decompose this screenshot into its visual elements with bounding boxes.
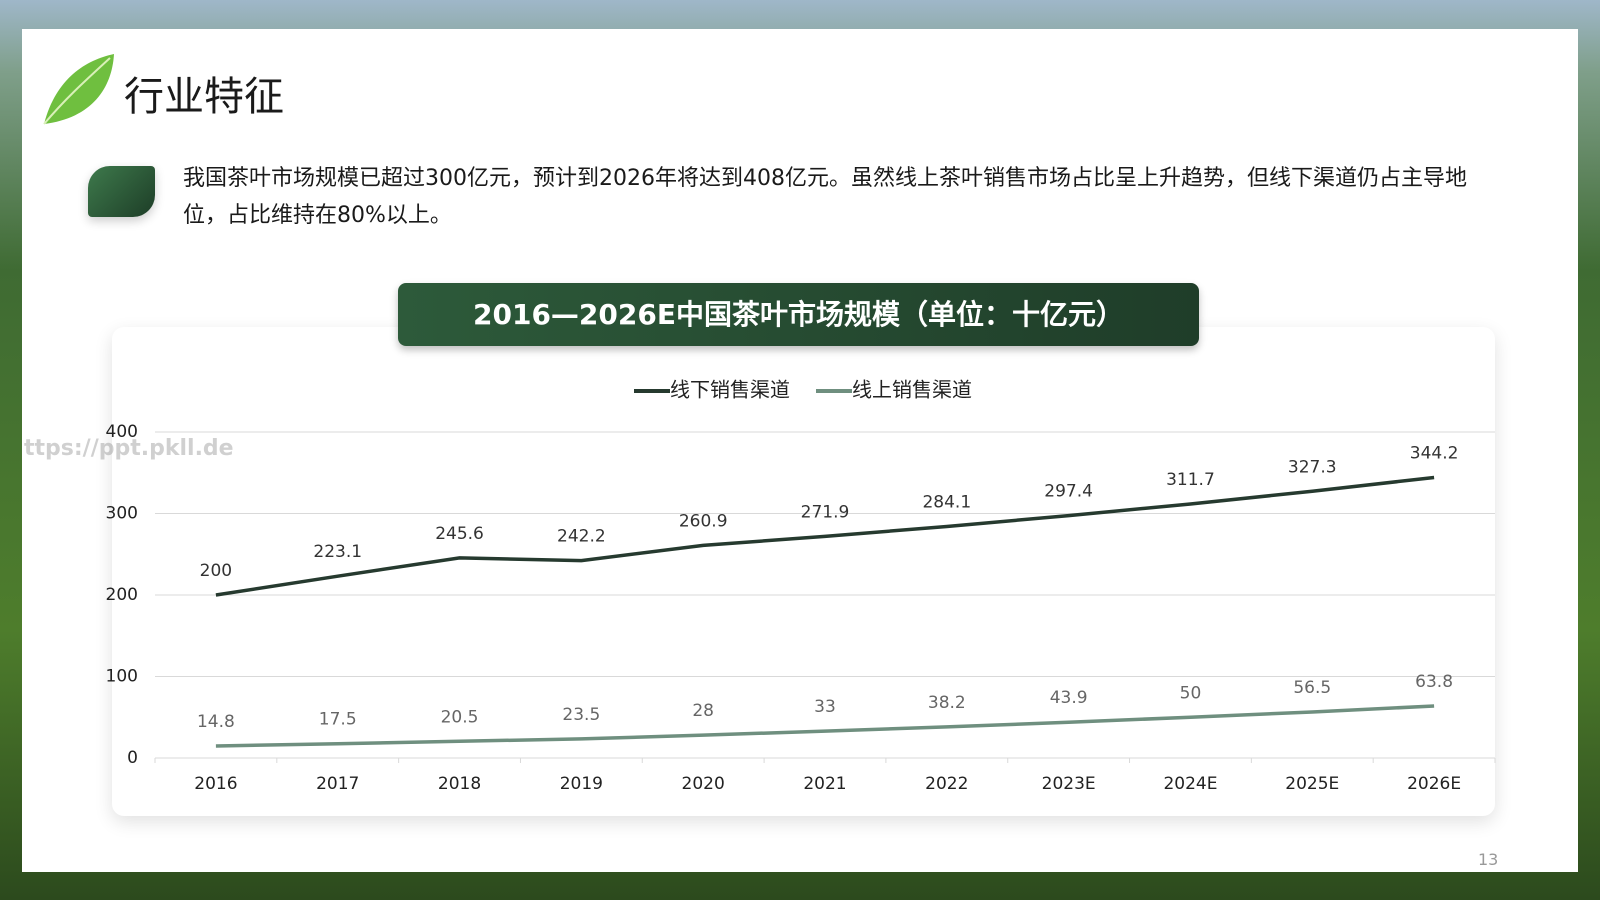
line (215, 704, 1435, 748)
data-label: 200 (200, 561, 232, 581)
data-label: 327.3 (1288, 457, 1337, 477)
data-label: 38.2 (928, 693, 966, 713)
page-title: 行业特征 (124, 74, 284, 120)
data-label: 17.5 (319, 710, 357, 730)
x-tick-label: 2025E (1285, 774, 1339, 794)
data-label: 297.4 (1044, 482, 1093, 502)
legend-label: 线下销售渠道 (670, 378, 790, 402)
data-label: 245.6 (435, 524, 484, 544)
data-label: 271.9 (801, 502, 850, 522)
data-label: 63.8 (1415, 672, 1453, 692)
y-tick-label: 100 (106, 667, 138, 687)
x-tick-label: 2020 (682, 774, 725, 794)
x-tick-label: 2022 (925, 774, 968, 794)
chart-title: 2016—2026E中国茶叶市场规模（单位：十亿元） (398, 283, 1199, 346)
y-tick-label: 200 (106, 585, 138, 605)
data-label: 311.7 (1166, 470, 1215, 490)
page-number: 13 (1478, 850, 1499, 869)
x-tick-label: 2021 (803, 774, 846, 794)
legend-label: 线上销售渠道 (852, 378, 972, 402)
x-tick-label: 2026E (1407, 774, 1461, 794)
badge (88, 166, 155, 217)
x-tick-label: 2024E (1163, 774, 1217, 794)
data-label: 344.2 (1410, 443, 1459, 463)
data-label: 33 (814, 697, 836, 717)
data-label: 14.8 (197, 712, 235, 732)
x-tick-label: 2016 (194, 774, 237, 794)
leaf-icon (43, 54, 114, 125)
data-label: 20.5 (441, 707, 479, 727)
data-label: 284.1 (922, 492, 971, 512)
data-label: 56.5 (1293, 678, 1331, 698)
y-tick-label: 0 (127, 748, 138, 768)
y-tick-label: 300 (106, 504, 138, 524)
data-label: 28 (692, 701, 714, 721)
data-label: 23.5 (562, 705, 600, 725)
x-tick-label: 2018 (438, 774, 481, 794)
chart-panel (112, 327, 1495, 816)
x-tick-label: 2017 (316, 774, 359, 794)
data-label: 260.9 (679, 511, 728, 531)
data-label: 223.1 (313, 542, 362, 562)
watermark: ttps://ppt.pkll.de (24, 436, 234, 461)
data-label: 242.2 (557, 527, 606, 547)
line (215, 475, 1435, 597)
data-label: 43.9 (1050, 688, 1088, 708)
x-tick-label: 2019 (560, 774, 603, 794)
x-tick-label: 2023E (1042, 774, 1096, 794)
y-tick-label: 400 (106, 422, 138, 442)
data-label: 50 (1180, 683, 1202, 703)
summary: 我国茶叶市场规模已超过300亿元，预计到2026年将达到408亿元。虽然线上茶叶… (183, 166, 1467, 228)
